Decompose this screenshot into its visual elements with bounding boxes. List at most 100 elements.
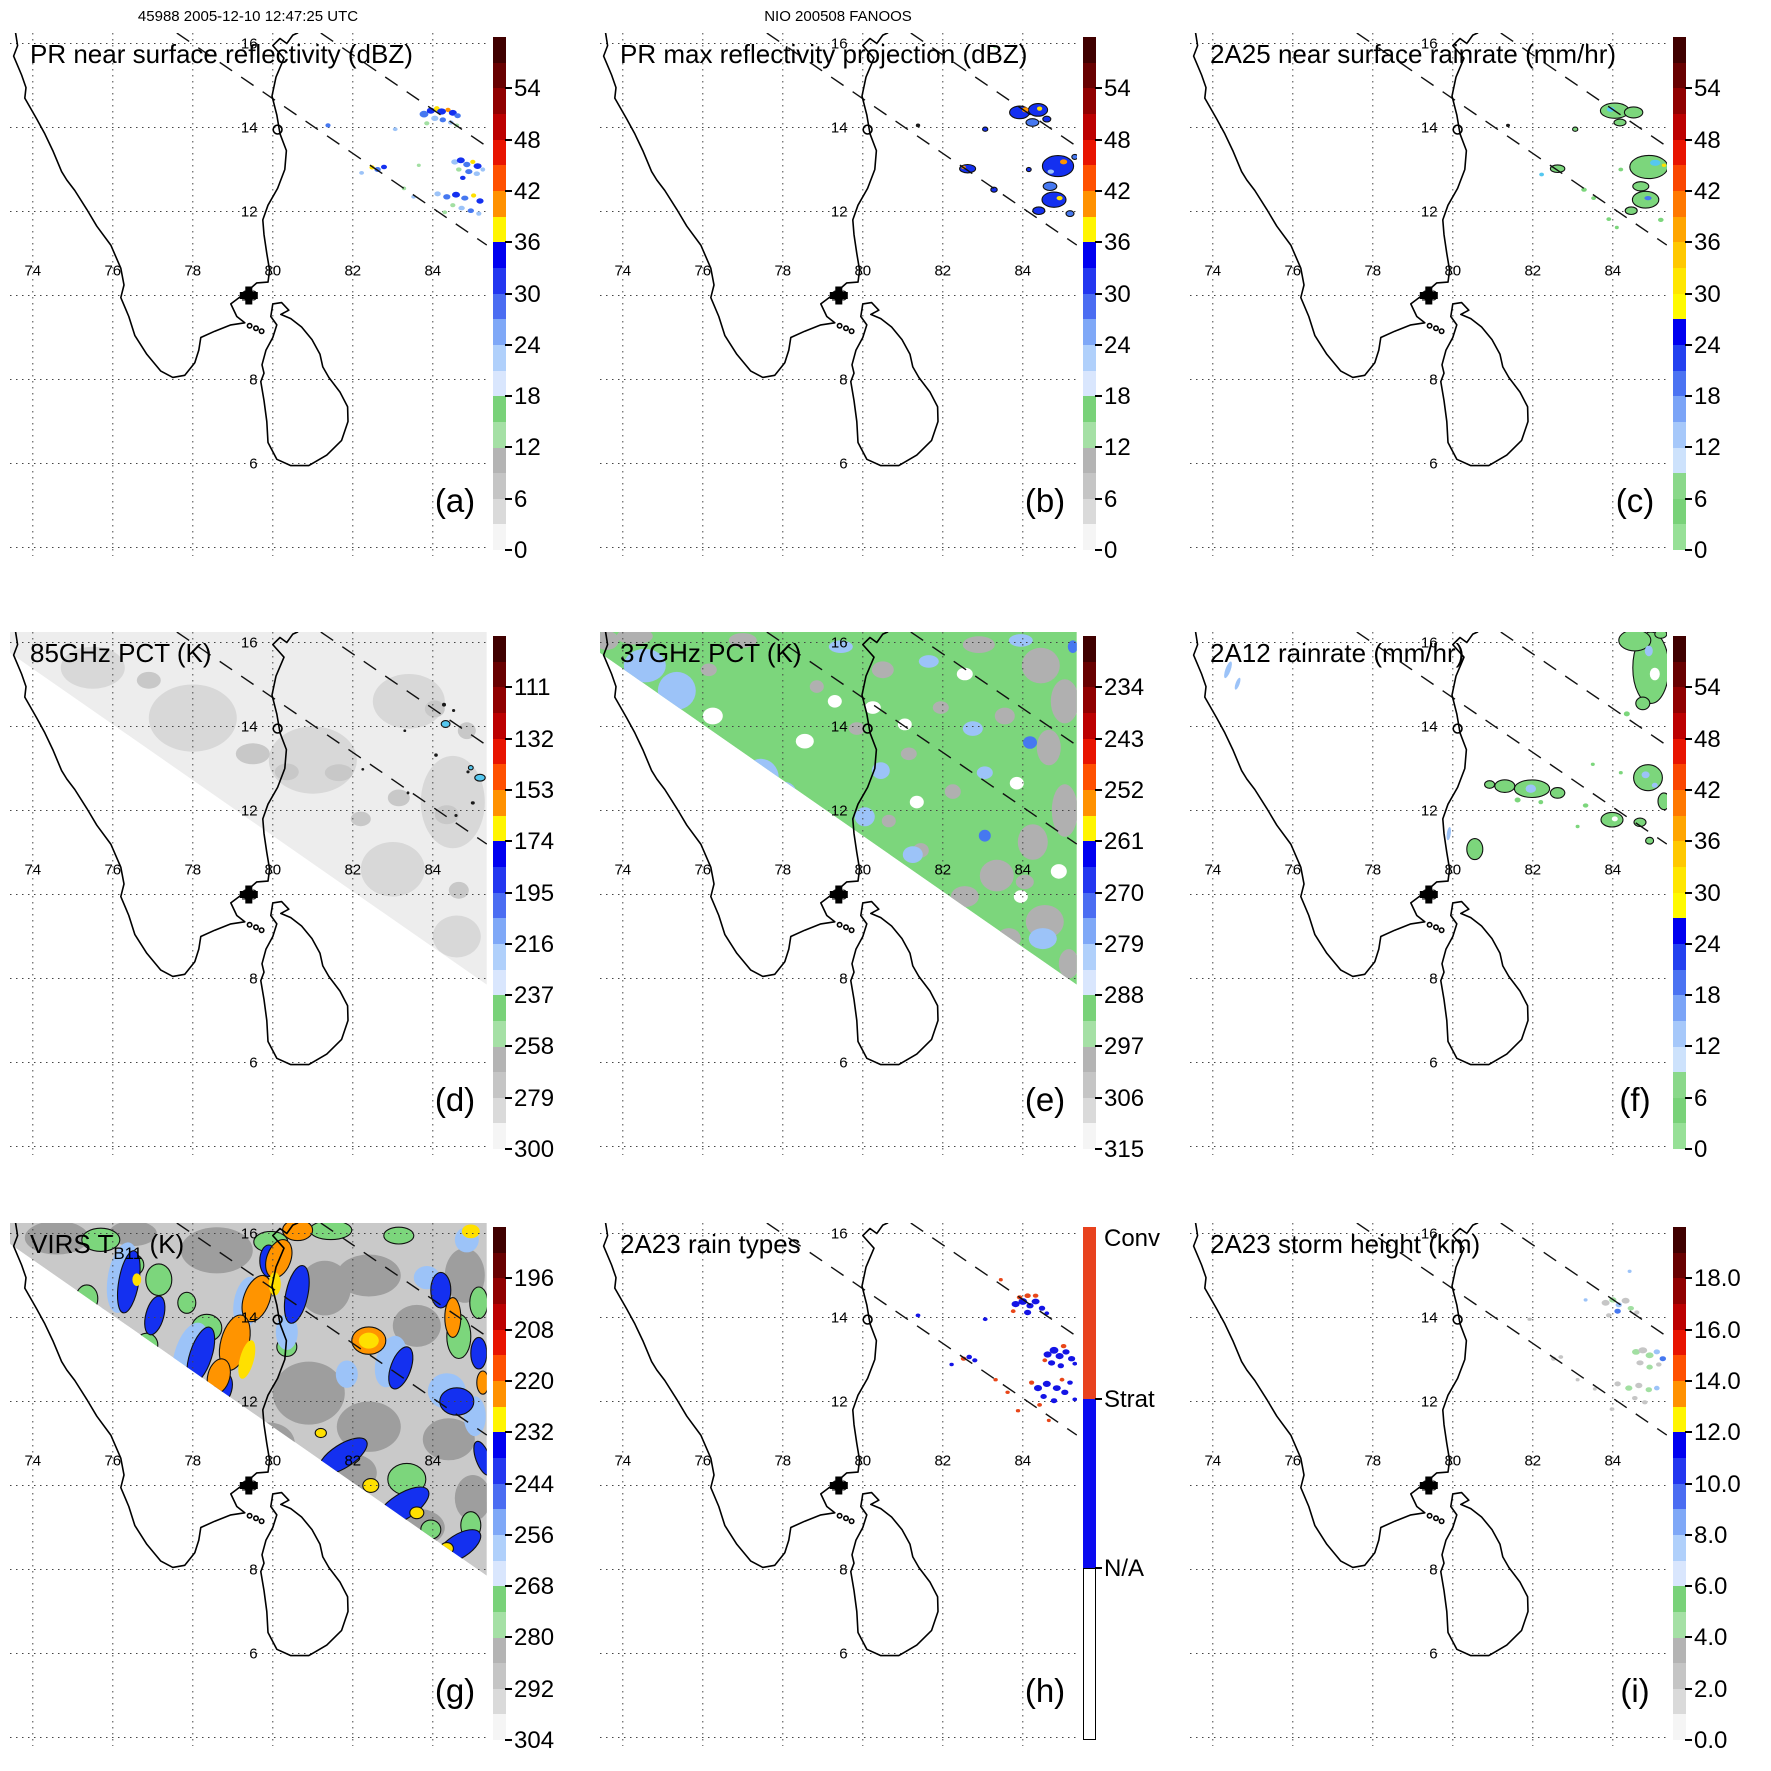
colorbar-segment (1673, 1714, 1686, 1741)
colorbar-segment (1083, 815, 1096, 842)
colorbar-tickmark (1685, 138, 1692, 141)
latitude-label: 16 (1421, 1226, 1438, 1243)
longitude-label: 84 (424, 262, 441, 279)
colorbar-tickmark (505, 241, 512, 244)
colorbar-tick-label: 304 (514, 1727, 555, 1754)
longitude-label: 84 (1604, 861, 1621, 878)
latitude-label: 14 (1421, 1310, 1438, 1327)
colorbar-segment (1673, 1252, 1686, 1279)
colorbar-segment (1083, 1072, 1096, 1098)
colorbar-tickmark (1685, 1045, 1692, 1048)
colorbar-tickmark (1095, 891, 1102, 894)
map-h: 7476788082841614121086 (600, 1223, 1077, 1746)
colorbar-tick-label: 30 (514, 280, 541, 308)
colorbar-tickmark (1685, 994, 1692, 997)
latitude-label: 12 (1421, 1394, 1438, 1411)
latitude-label: 6 (839, 456, 847, 473)
colorbar-segment (1673, 190, 1686, 217)
coastlines (12, 632, 349, 1066)
colorbar-tick-label: 6 (1694, 1084, 1708, 1112)
colorbar-tick-label: 16.0 (1694, 1316, 1741, 1344)
colorbar-tickmark (1685, 788, 1692, 791)
latitude-label: 8 (249, 971, 257, 988)
colorbar-segment (1083, 165, 1096, 191)
longitude-label: 74 (614, 262, 631, 279)
colorbar-tick-label: 42 (514, 177, 541, 205)
colorbar-tickmark (505, 1328, 512, 1331)
swath-edge-dashed-line (910, 33, 1077, 147)
colorbar-segment (1083, 473, 1096, 499)
swath-edge-dashed-line (176, 632, 487, 845)
colorbar-segment (493, 1406, 506, 1433)
panel-f-2a12-rainrate: 7476788082841614121086 2A12 rainrate (mm… (1190, 632, 1756, 1178)
colorbar-segment (1083, 421, 1096, 448)
graticule-labels: 7476788082841614121086 (24, 36, 441, 473)
latitude-label: 8 (839, 372, 847, 389)
colorbar-segment (1673, 1432, 1686, 1458)
colorbar-tickmark (505, 189, 512, 192)
colorbar-tick-label: 24 (1694, 930, 1721, 958)
colorbar-segment (1673, 1663, 1686, 1689)
longitude-label: 76 (104, 262, 121, 279)
colorbar-segment (1673, 892, 1686, 919)
colorbar-tick-label: 12 (1694, 1033, 1721, 1061)
latitude-label: 8 (839, 971, 847, 988)
storm-center-plus-marker (829, 885, 848, 904)
colorbar-tick-label: 256 (514, 1521, 555, 1549)
colorbar-segment (1673, 1097, 1686, 1124)
colorbar-segment (1083, 764, 1096, 790)
colorbar-tickmark (1685, 497, 1692, 500)
colorbar-segment (493, 1123, 506, 1150)
colorbar-segment (493, 165, 506, 191)
colorbar-segment (1083, 242, 1096, 268)
colorbar-segment (1083, 216, 1096, 243)
colorbar-tick-label: 18.0 (1694, 1265, 1741, 1293)
colorbar-tickmark (1095, 942, 1102, 945)
colorbar (1083, 37, 1096, 551)
colorbar-segment (1083, 319, 1096, 345)
colorbar-segment (1673, 866, 1686, 893)
colorbar-segment (493, 242, 506, 268)
colorbar-tick-label: 297 (1104, 1033, 1145, 1061)
colorbar-tick-label: 153 (514, 776, 555, 804)
colorbar-tick-label: 208 (514, 1316, 555, 1344)
colorbar-tick-label: 6 (1694, 485, 1708, 513)
colorbar-segment (1673, 1611, 1686, 1638)
latitude-label: 6 (249, 456, 257, 473)
colorbar-tickmark (505, 840, 512, 843)
colorbar-tick-label: 54 (1694, 674, 1721, 702)
longitude-label: 76 (104, 1452, 121, 1469)
colorbar-segment (493, 1046, 506, 1073)
colorbar-segment (493, 866, 506, 893)
colorbar-segment (1673, 1380, 1686, 1407)
panel-title: 2A23 rain types (620, 1229, 801, 1259)
colorbar-segment (493, 1020, 506, 1047)
longitude-label: 74 (24, 861, 41, 878)
colorbar-segment (493, 1509, 506, 1535)
satellite-swath-field (10, 632, 487, 985)
colorbar-tickmark (505, 1533, 512, 1536)
data-spots (915, 45, 1077, 218)
colorbar-tickmark (1095, 138, 1102, 141)
colorbar-tick-label: 48 (1694, 725, 1721, 753)
colorbar-tick-label: N/A (1104, 1555, 1145, 1583)
latitude-label: 6 (1429, 1646, 1437, 1663)
colorbar-segment (493, 1586, 506, 1612)
panel-b-pr-max-reflectivity-projection: 7476788082841614121086 PR max reflectivi… (600, 33, 1166, 579)
latitude-label: 12 (831, 803, 848, 820)
colorbar-segment (493, 62, 506, 89)
colorbar-tick-label: 8.0 (1694, 1521, 1728, 1549)
colorbar-tickmark (505, 1277, 512, 1280)
colorbar-tickmark (1095, 1096, 1102, 1099)
colorbar-tick-label: 18 (514, 383, 541, 411)
title-subscript: B11 (113, 1244, 143, 1263)
colorbar-segment (1083, 1227, 1096, 1399)
colorbar-segment (1673, 764, 1686, 790)
panel-title: 2A23 storm height (km) (1210, 1229, 1481, 1259)
colorbar-segment (1083, 447, 1096, 474)
colorbar-tick-label: 288 (1104, 982, 1145, 1010)
colorbar-tickmark (1095, 1148, 1102, 1150)
swath-edge-dashed-line (1356, 33, 1667, 246)
swath-edge-dashed-line (1356, 1223, 1667, 1436)
colorbar-segment (493, 1329, 506, 1356)
